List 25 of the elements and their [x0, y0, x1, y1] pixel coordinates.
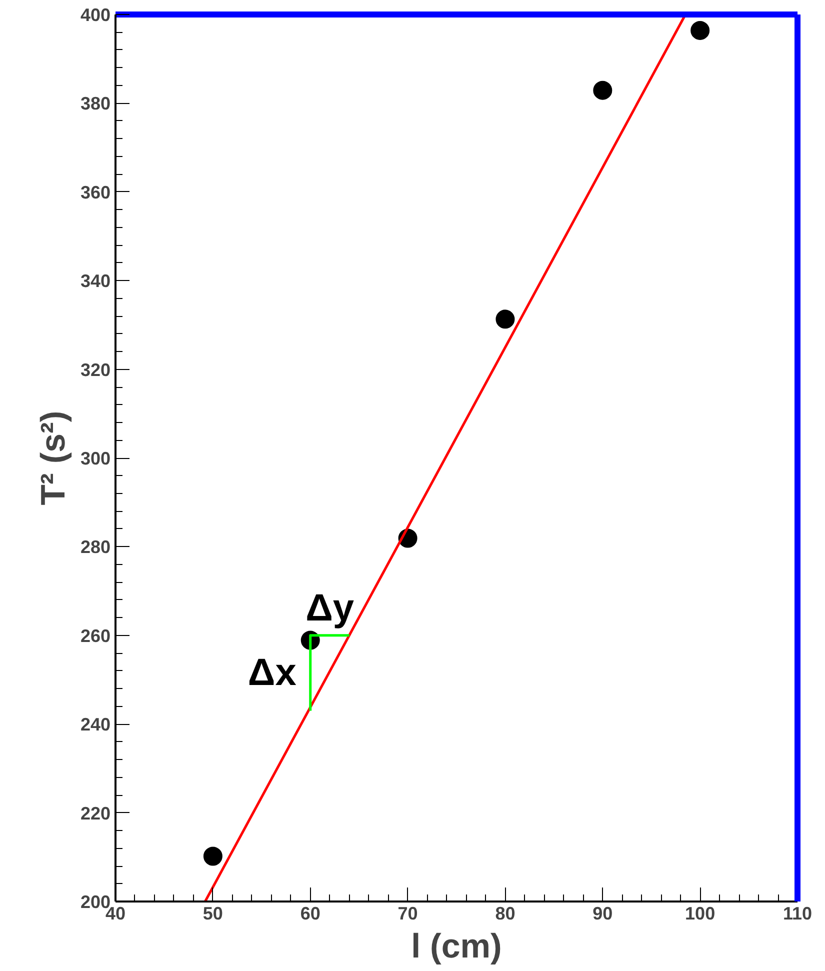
y-tick-label: 240 — [80, 714, 111, 735]
y-tick-label: 260 — [80, 626, 111, 646]
x-tick-label: 80 — [495, 904, 516, 924]
x-tick-label: 110 — [782, 904, 812, 924]
y-tick-label: 380 — [80, 94, 111, 114]
x-tick-label: 60 — [300, 904, 320, 924]
x-tick-label: 100 — [685, 904, 716, 924]
x-tick-label: 50 — [202, 904, 223, 924]
y-tick-label: 400 — [80, 5, 111, 25]
annotation: Δy — [306, 587, 354, 630]
y-axis-title: T² (s²) — [34, 410, 72, 506]
point — [690, 20, 710, 40]
y-tick-label: 220 — [80, 803, 111, 824]
y-tick-label: 320 — [80, 360, 111, 380]
point — [496, 310, 515, 329]
y-tick-label: 360 — [80, 182, 111, 202]
y-tick-label: 340 — [80, 271, 111, 292]
y-tick-label: 280 — [80, 537, 111, 558]
x-tick-label: 90 — [592, 904, 613, 924]
x-axis-title: l (cm) — [411, 928, 502, 966]
annotation: Δx — [248, 652, 296, 694]
y-tick-label: 300 — [80, 448, 111, 468]
point — [203, 846, 222, 866]
point — [593, 80, 612, 100]
x-tick-label: 70 — [398, 904, 418, 924]
